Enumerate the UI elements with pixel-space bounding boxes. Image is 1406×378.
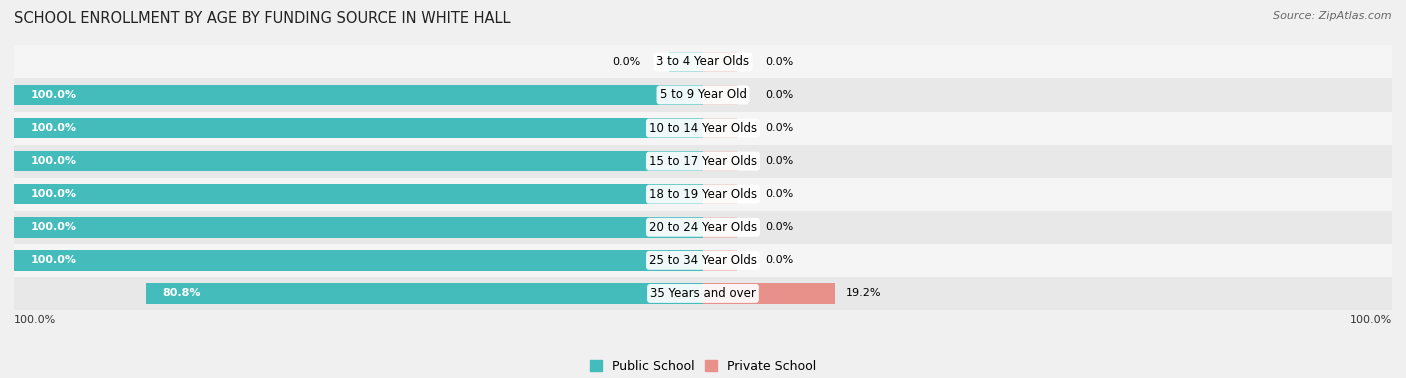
- Bar: [703, 217, 738, 237]
- Bar: [146, 283, 703, 304]
- Text: 18 to 19 Year Olds: 18 to 19 Year Olds: [650, 188, 756, 201]
- Bar: [14, 45, 1392, 79]
- Text: 0.0%: 0.0%: [765, 90, 793, 100]
- Text: SCHOOL ENROLLMENT BY AGE BY FUNDING SOURCE IN WHITE HALL: SCHOOL ENROLLMENT BY AGE BY FUNDING SOUR…: [14, 11, 510, 26]
- Legend: Public School, Private School: Public School, Private School: [585, 355, 821, 378]
- Text: 0.0%: 0.0%: [765, 189, 793, 199]
- Bar: [14, 250, 703, 271]
- Text: 100.0%: 100.0%: [31, 90, 76, 100]
- Text: 25 to 34 Year Olds: 25 to 34 Year Olds: [650, 254, 756, 267]
- Text: 100.0%: 100.0%: [31, 123, 76, 133]
- Text: 19.2%: 19.2%: [846, 288, 882, 298]
- Bar: [703, 151, 738, 171]
- Text: 0.0%: 0.0%: [765, 123, 793, 133]
- Text: 20 to 24 Year Olds: 20 to 24 Year Olds: [650, 221, 756, 234]
- Bar: [14, 184, 703, 204]
- Bar: [14, 79, 1392, 112]
- Bar: [14, 217, 703, 237]
- Bar: [703, 250, 738, 271]
- Text: 0.0%: 0.0%: [765, 222, 793, 232]
- Bar: [14, 145, 1392, 178]
- Text: 0.0%: 0.0%: [765, 156, 793, 166]
- Text: 100.0%: 100.0%: [31, 256, 76, 265]
- Bar: [669, 52, 703, 72]
- Bar: [14, 211, 1392, 244]
- Text: 15 to 17 Year Olds: 15 to 17 Year Olds: [650, 155, 756, 167]
- Bar: [703, 283, 835, 304]
- Bar: [703, 118, 738, 138]
- Bar: [14, 151, 703, 171]
- Bar: [14, 112, 1392, 145]
- Text: 0.0%: 0.0%: [765, 256, 793, 265]
- Text: 100.0%: 100.0%: [1350, 315, 1392, 325]
- Text: 0.0%: 0.0%: [765, 57, 793, 67]
- Bar: [14, 118, 703, 138]
- Text: 80.8%: 80.8%: [163, 288, 201, 298]
- Text: 100.0%: 100.0%: [31, 156, 76, 166]
- Bar: [14, 244, 1392, 277]
- Bar: [14, 277, 1392, 310]
- Text: 10 to 14 Year Olds: 10 to 14 Year Olds: [650, 122, 756, 135]
- Text: 100.0%: 100.0%: [31, 222, 76, 232]
- Bar: [14, 85, 703, 105]
- Bar: [703, 52, 738, 72]
- Text: 3 to 4 Year Olds: 3 to 4 Year Olds: [657, 56, 749, 68]
- Bar: [703, 184, 738, 204]
- Bar: [703, 85, 738, 105]
- Text: 100.0%: 100.0%: [31, 189, 76, 199]
- Text: 35 Years and over: 35 Years and over: [650, 287, 756, 300]
- Text: 0.0%: 0.0%: [613, 57, 641, 67]
- Text: Source: ZipAtlas.com: Source: ZipAtlas.com: [1274, 11, 1392, 21]
- Bar: [14, 178, 1392, 211]
- Text: 100.0%: 100.0%: [14, 315, 56, 325]
- Text: 5 to 9 Year Old: 5 to 9 Year Old: [659, 88, 747, 101]
